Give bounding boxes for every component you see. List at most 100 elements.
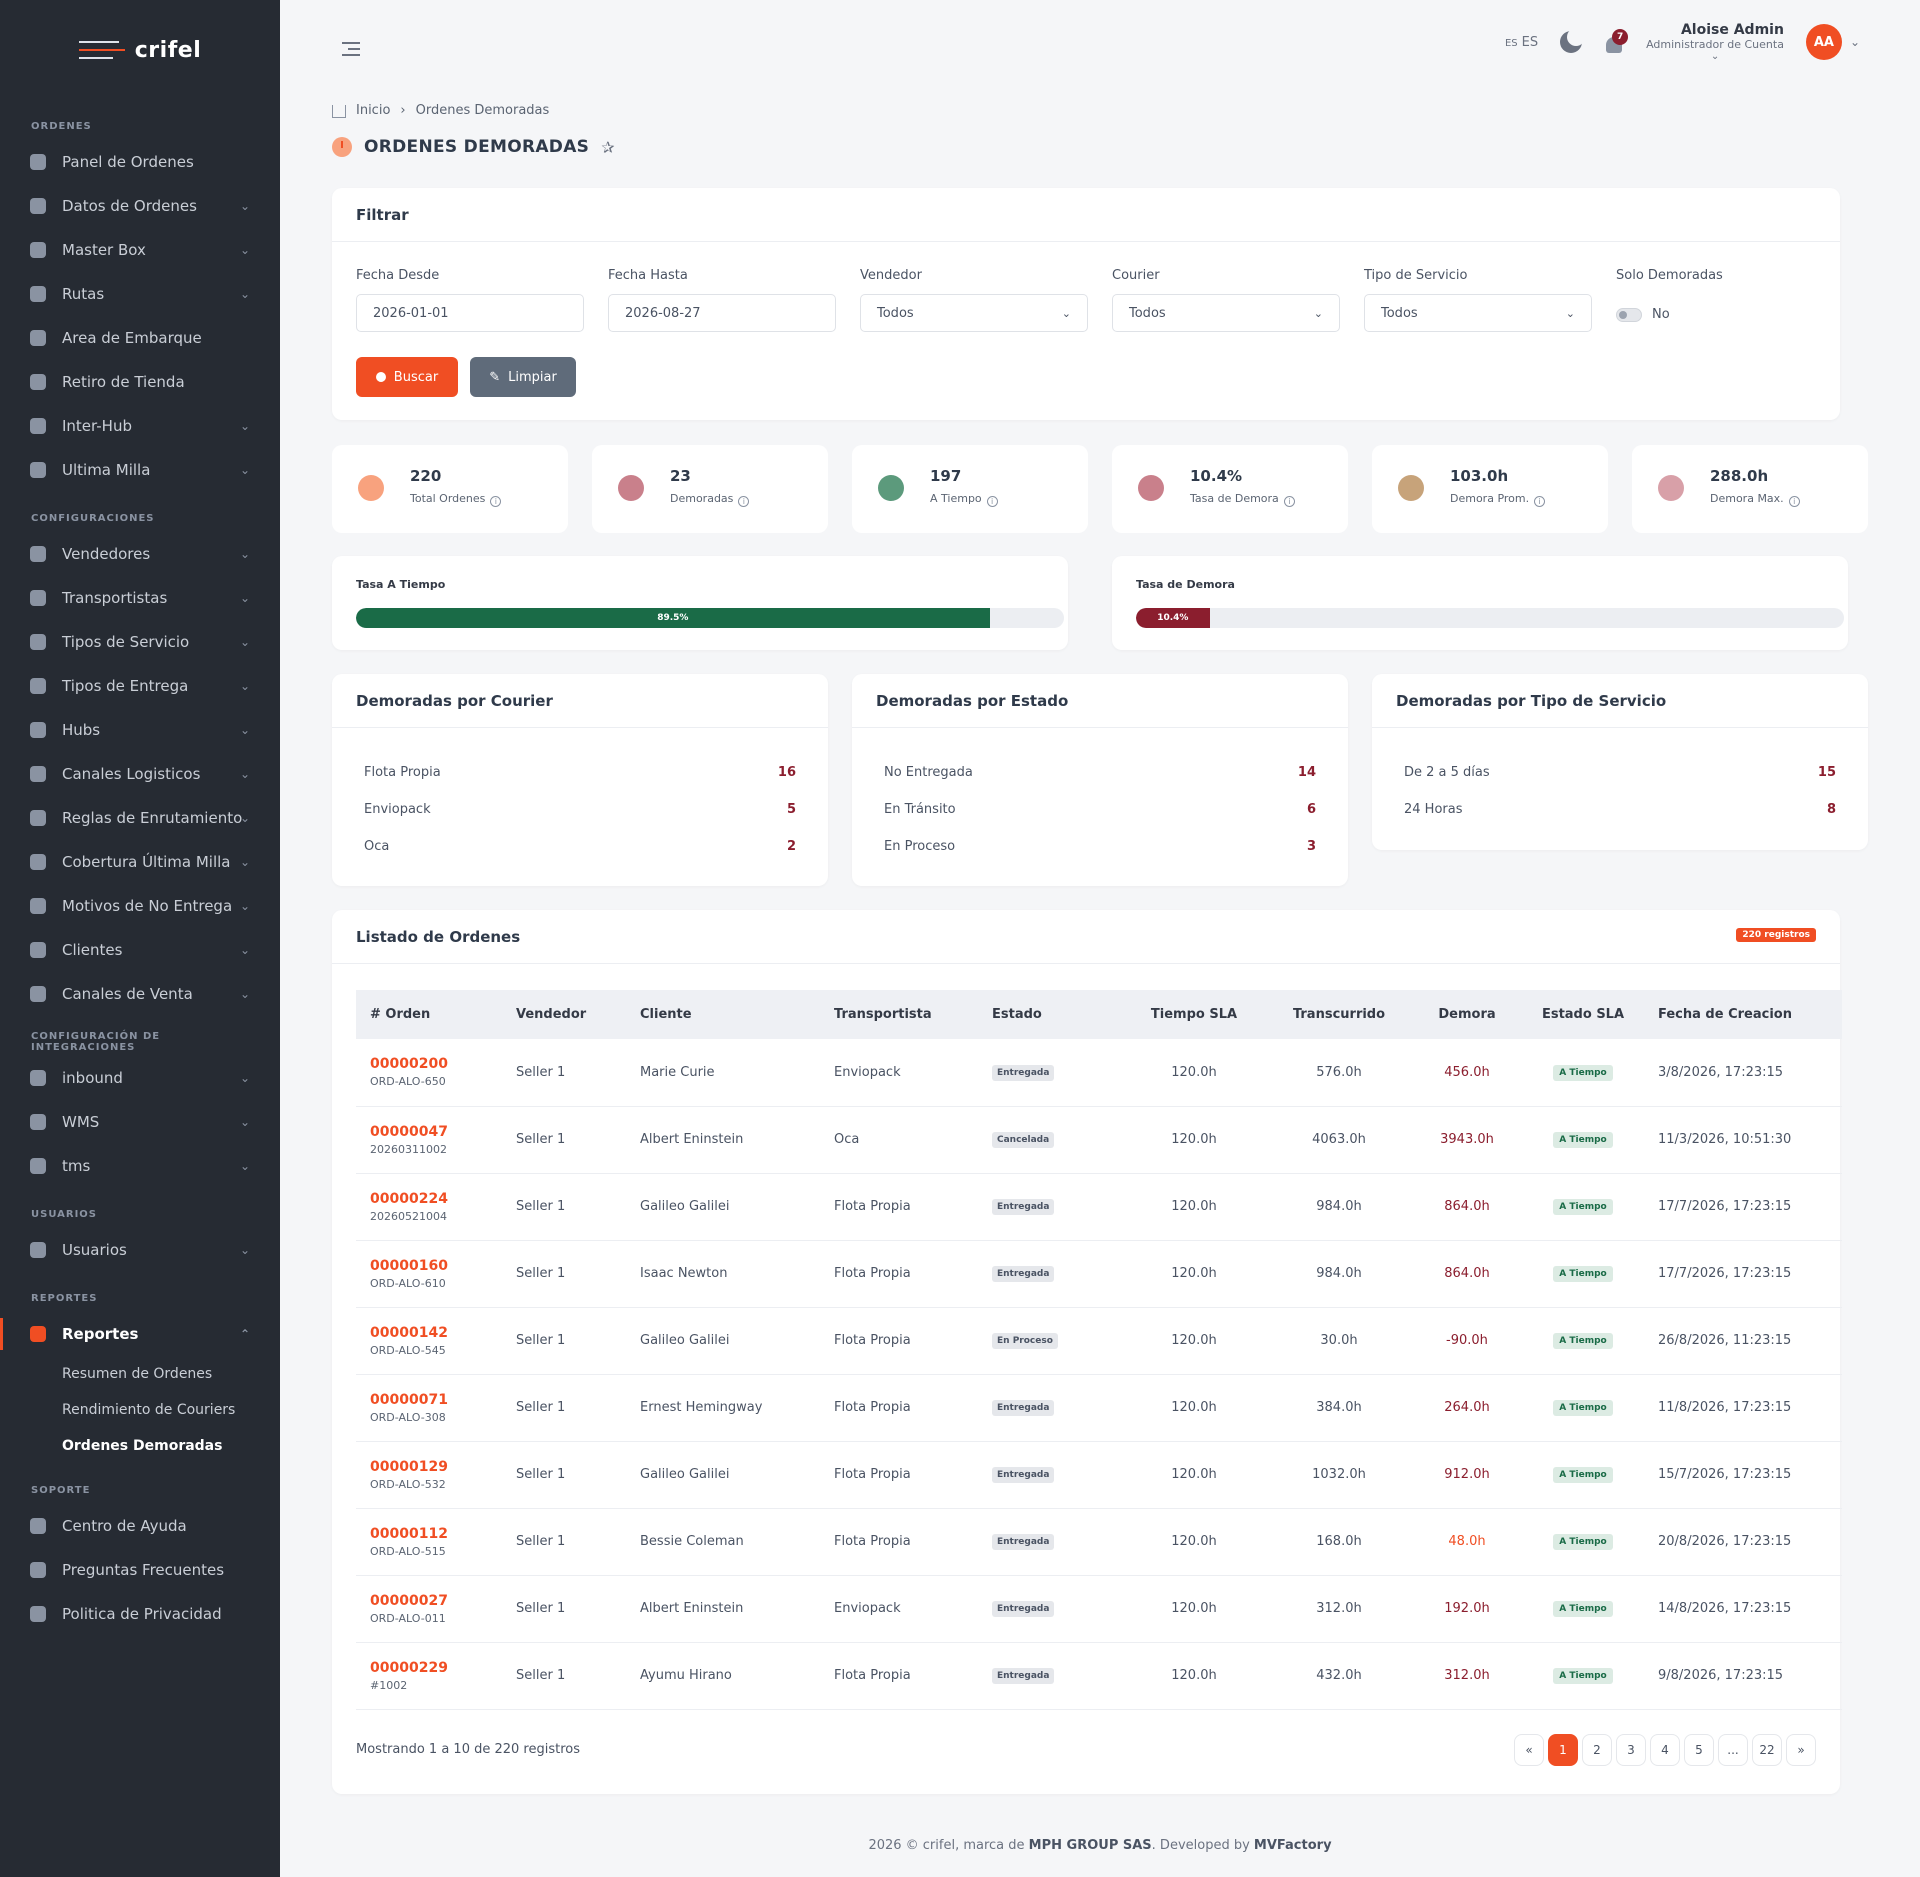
limpiar-button[interactable]: ✎ Limpiar <box>470 357 576 397</box>
sidebar-item-transportistas[interactable]: Transportistas ⌄ <box>0 576 280 620</box>
sidebar-item-rutas[interactable]: Rutas ⌄ <box>0 272 280 316</box>
order-id-link[interactable]: 00000224 <box>370 1190 448 1207</box>
chevron-down-icon: ⌄ <box>1061 306 1071 320</box>
page-22-button[interactable]: 22 <box>1752 1734 1782 1766</box>
menu-toggle-icon[interactable] <box>342 42 360 56</box>
sidebar-item-retiro-de-tienda[interactable]: Retiro de Tienda <box>0 360 280 404</box>
info-icon[interactable]: i <box>1534 496 1546 507</box>
column-header-tiempo-sla[interactable]: Tiempo SLA <box>1122 990 1266 1039</box>
table-row[interactable]: 00000129 ORD-ALO-532 Seller 1 Galileo Galil… <box>356 1441 1842 1509</box>
sidebar-item-cobertura-ultima-milla[interactable]: Cobertura Última Milla ⌄ <box>0 840 280 884</box>
fecha-hasta-input[interactable]: 2026-08-27 <box>608 294 836 332</box>
info-icon[interactable]: i <box>986 496 998 507</box>
table-row[interactable]: 00000027 ORD-ALO-011 Seller 1 Albert Eninst… <box>356 1575 1842 1643</box>
table-row[interactable]: 00000142 ORD-ALO-545 Seller 1 Galileo Galil… <box>356 1307 1842 1375</box>
column-header-vendedor[interactable]: Vendedor <box>502 990 626 1039</box>
info-icon[interactable]: i <box>490 496 502 507</box>
notifications-bell-icon[interactable]: 7 <box>1604 29 1629 53</box>
info-icon[interactable]: i <box>1283 496 1295 507</box>
column-header-estado-sla[interactable]: Estado SLA <box>1522 990 1644 1039</box>
solo-demoradas-toggle[interactable] <box>1616 308 1642 322</box>
table-row[interactable]: 00000160 ORD-ALO-610 Seller 1 Isaac Newton F… <box>356 1240 1842 1308</box>
sidebar-item-usuarios[interactable]: Usuarios ⌄ <box>0 1228 280 1272</box>
column-header-cliente[interactable]: Cliente <box>626 990 820 1039</box>
column-header-fecha-de-creacion[interactable]: Fecha de Creacion <box>1644 990 1842 1039</box>
order-id-link[interactable]: 00000129 <box>370 1458 448 1475</box>
clientes-icon <box>28 940 48 960</box>
user-menu-chevron-icon[interactable]: ⌄ <box>1849 35 1860 49</box>
sidebar-item-motivos-de-no-entrega[interactable]: Motivos de No Entrega ⌄ <box>0 884 280 928</box>
column-header-estado[interactable]: Estado <box>978 990 1122 1039</box>
column-header-orden[interactable]: # Orden <box>356 990 502 1039</box>
next-page-button[interactable]: » <box>1786 1734 1816 1766</box>
order-id-link[interactable]: 00000027 <box>370 1592 448 1609</box>
order-id-link[interactable]: 00000071 <box>370 1391 448 1408</box>
transportista-cell: Flota Propia <box>820 1642 978 1710</box>
page-4-button[interactable]: 4 <box>1650 1734 1680 1766</box>
demora-cell: 3943.0h <box>1412 1106 1522 1174</box>
submenu-resumen-de-ordenes[interactable]: Resumen de Ordenes <box>62 1366 213 1382</box>
avatar[interactable]: AA <box>1805 24 1842 60</box>
submenu-ordenes-demoradas[interactable]: Ordenes Demoradas <box>62 1438 223 1454</box>
prev-page-button[interactable]: « <box>1514 1734 1544 1766</box>
order-id-link[interactable]: 00000047 <box>370 1123 448 1140</box>
page-3-button[interactable]: 3 <box>1616 1734 1646 1766</box>
breadcrumb-home[interactable]: Inicio <box>356 102 391 118</box>
sla-badge: A Tiempo <box>1553 1333 1613 1349</box>
submenu-rendimiento-de-couriers[interactable]: Rendimiento de Couriers <box>62 1402 236 1418</box>
column-header-transportista[interactable]: Transportista <box>820 990 978 1039</box>
brand-logo[interactable]: crifel <box>0 0 280 100</box>
table-row[interactable]: 00000071 ORD-ALO-308 Seller 1 Ernest Heming… <box>356 1374 1842 1442</box>
buscar-button[interactable]: Buscar <box>356 357 458 397</box>
page-5-button[interactable]: 5 <box>1684 1734 1714 1766</box>
sidebar-item-inbound[interactable]: inbound ⌄ <box>0 1056 280 1100</box>
table-row[interactable]: 00000047 20260311002 Seller 1 Albert Eninst… <box>356 1106 1842 1174</box>
footer-developer[interactable]: MVFactory <box>1253 1838 1332 1853</box>
table-row[interactable]: 00000224 20260521004 Seller 1 Galileo Galil… <box>356 1173 1842 1241</box>
table-row[interactable]: 00000229 #1002 Seller 1 Ayumu Hirano Flota P… <box>356 1642 1842 1710</box>
vendedor-select[interactable]: Todos ⌄ <box>860 294 1088 332</box>
sidebar-item-wms[interactable]: WMS ⌄ <box>0 1100 280 1144</box>
table-row[interactable]: 00000112 ORD-ALO-515 Seller 1 Bessie Colema… <box>356 1508 1842 1576</box>
courier-select[interactable]: Todos ⌄ <box>1112 294 1340 332</box>
sidebar-item-centro-de-ayuda[interactable]: Centro de Ayuda <box>0 1504 280 1548</box>
page-2-button[interactable]: 2 <box>1582 1734 1612 1766</box>
sidebar-item-tms[interactable]: tms ⌄ <box>0 1144 280 1188</box>
sidebar-item-ultima-milla[interactable]: Ultima Milla ⌄ <box>0 448 280 492</box>
order-id-link[interactable]: 00000200 <box>370 1056 448 1073</box>
sidebar-item-area-de-embarque[interactable]: Area de Embarque <box>0 316 280 360</box>
sidebar-item-politica-de-privacidad[interactable]: Politica de Privacidad <box>0 1592 280 1636</box>
order-id-link[interactable]: 00000229 <box>370 1659 448 1676</box>
footer-company[interactable]: MPH GROUP SAS <box>1028 1838 1152 1853</box>
tipo-servicio-select[interactable]: Todos ⌄ <box>1364 294 1592 332</box>
pin-icon[interactable]: ✰ <box>601 137 615 157</box>
sidebar-item-clientes[interactable]: Clientes ⌄ <box>0 928 280 972</box>
info-icon[interactable]: i <box>1788 496 1800 507</box>
user-info[interactable]: Aloise Admin Administrador de Cuenta ⌄ <box>1646 22 1784 62</box>
sidebar-item-master-box[interactable]: Master Box ⌄ <box>0 228 280 272</box>
sidebar-item-canales-logisticos[interactable]: Canales Logisticos ⌄ <box>0 752 280 796</box>
sidebar-item-reportes[interactable]: Reportes ⌃ <box>0 1312 280 1356</box>
order-id-link[interactable]: 00000160 <box>370 1257 448 1274</box>
sidebar-item-canales-de-venta[interactable]: Canales de Venta ⌄ <box>0 972 280 1016</box>
order-id-link[interactable]: 00000112 <box>370 1525 448 1542</box>
sidebar-item-preguntas-frecuentes[interactable]: Preguntas Frecuentes <box>0 1548 280 1592</box>
sidebar-item-reglas-de-enrutamiento[interactable]: Reglas de Enrutamiento ⌄ <box>0 796 280 840</box>
fecha-desde-input[interactable]: 2026-01-01 <box>356 294 584 332</box>
info-icon[interactable]: i <box>738 496 750 507</box>
sidebar-item-datos-de-ordenes[interactable]: Datos de Ordenes ⌄ <box>0 184 280 228</box>
order-id-link[interactable]: 00000142 <box>370 1324 448 1341</box>
language-selector[interactable]: ES ES <box>1505 35 1538 50</box>
table-row[interactable]: 00000200 ORD-ALO-650 Seller 1 Marie Curie En… <box>356 1039 1842 1107</box>
sidebar-item-tipos-de-entrega[interactable]: Tipos de Entrega ⌄ <box>0 664 280 708</box>
home-icon[interactable] <box>332 105 346 118</box>
column-header-transcurrido[interactable]: Transcurrido <box>1266 990 1412 1039</box>
dark-mode-icon[interactable] <box>1560 28 1586 53</box>
sidebar-item-vendedores[interactable]: Vendedores ⌄ <box>0 532 280 576</box>
sidebar-item-hubs[interactable]: Hubs ⌄ <box>0 708 280 752</box>
sidebar-item-inter-hub[interactable]: Inter-Hub ⌄ <box>0 404 280 448</box>
sidebar-item-panel-de-ordenes[interactable]: Panel de Ordenes <box>0 140 280 184</box>
sidebar-item-tipos-de-servicio[interactable]: Tipos de Servicio ⌄ <box>0 620 280 664</box>
column-header-demora[interactable]: Demora <box>1412 990 1522 1039</box>
page-1-button[interactable]: 1 <box>1548 1734 1578 1766</box>
